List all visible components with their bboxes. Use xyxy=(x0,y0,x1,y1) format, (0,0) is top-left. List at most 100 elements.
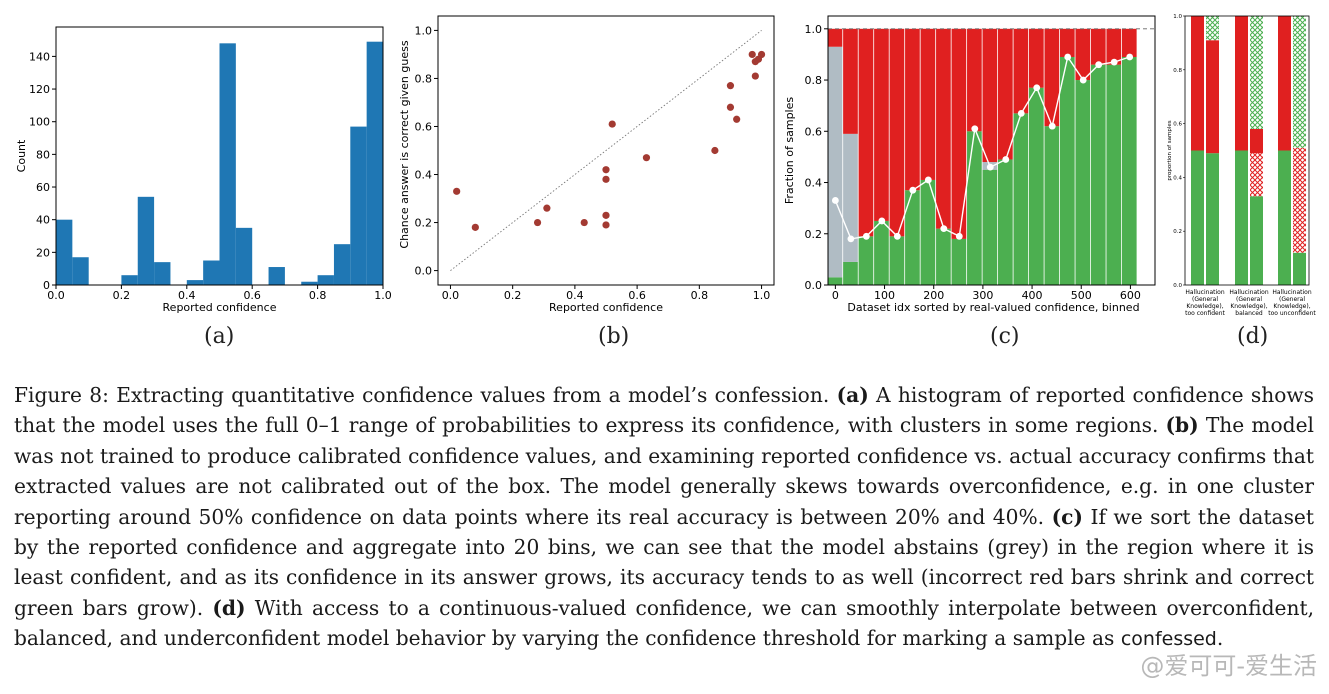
histogram-bar xyxy=(301,281,318,285)
x-tick-label: 0.2 xyxy=(113,289,131,302)
accuracy-point xyxy=(1048,122,1056,130)
plot-frame xyxy=(1184,15,1310,286)
incorrect-bar xyxy=(998,28,1013,160)
accuracy-point xyxy=(986,163,994,171)
x-tick-label: 0.8 xyxy=(309,289,327,302)
scatter-point xyxy=(533,218,542,227)
y-tick-label: 0.0 xyxy=(805,279,823,292)
incorrect-bar xyxy=(1278,16,1291,151)
abstain-bar xyxy=(843,133,858,262)
correct-bar xyxy=(843,261,858,285)
caption-end: . xyxy=(1216,626,1224,651)
incorrect-bar xyxy=(936,28,951,229)
category-label: (General xyxy=(1192,296,1218,303)
incorrect-bar xyxy=(1121,28,1137,57)
correct-bar xyxy=(1206,153,1219,285)
accuracy-point xyxy=(1126,53,1134,61)
incorrect-confessed-bar xyxy=(1293,147,1306,253)
plot-frame xyxy=(827,15,1156,286)
scatter-point xyxy=(602,175,610,183)
correct-bar xyxy=(998,159,1013,285)
category-label: Knowledge), xyxy=(1273,303,1310,310)
accuracy-point xyxy=(1033,84,1041,92)
incorrect-confessed-bar xyxy=(1250,153,1263,197)
correct-bar xyxy=(905,190,920,285)
caption-code-confessed: confessed xyxy=(1120,628,1217,651)
correct-bar xyxy=(951,238,967,285)
binned-accuracy-panel: 0 100 200 300 400 500 600 0.0 0.2 0.4 0.6 0.8 1.0 Dat… xyxy=(783,15,1156,314)
x-tick-label: 400 xyxy=(1022,289,1043,302)
histogram-bar xyxy=(366,41,383,286)
x-tick-label: 0.4 xyxy=(566,289,584,302)
x-tick-label: 0.0 xyxy=(47,289,65,302)
y-tick-label: 0.4 xyxy=(1173,175,1182,181)
y-tick-label: 100 xyxy=(29,116,50,129)
x-tick-label: 0.8 xyxy=(691,289,709,302)
category-label: Hallucination xyxy=(1185,289,1224,296)
x-tick-label: 200 xyxy=(923,289,944,302)
incorrect-bar xyxy=(1206,40,1219,154)
correct-bar xyxy=(920,179,936,285)
accuracy-point xyxy=(924,176,932,184)
scatter-point xyxy=(453,187,461,195)
scatter-point xyxy=(733,115,741,123)
histogram-bar xyxy=(235,227,253,285)
incorrect-bar xyxy=(874,28,889,221)
incorrect-bar xyxy=(1090,28,1106,65)
plot-frame xyxy=(55,26,384,286)
accuracy-point xyxy=(940,225,948,233)
x-tick-label: 500 xyxy=(1071,289,1092,302)
x-tick-label: 0 xyxy=(832,289,839,302)
figure-canvas: 0.0 0.2 0.4 0.6 0.8 1.0 0 20 40 60 80 100 120 140 Repo… xyxy=(15,14,1316,317)
y-axis-label: Chance answer is correct given guess xyxy=(398,40,411,248)
x-tick-label: 100 xyxy=(874,289,895,302)
accuracy-point xyxy=(878,217,886,225)
category-label: too unconfident xyxy=(1268,310,1316,317)
scatter-point xyxy=(751,72,759,80)
correct-bar xyxy=(827,277,843,285)
scatter-point xyxy=(726,82,735,90)
histogram-bar xyxy=(137,196,155,285)
y-tick-label: 20 xyxy=(36,246,50,259)
y-axis-label: proportion of samples xyxy=(1167,120,1173,180)
y-tick-label: 1.0 xyxy=(805,23,823,36)
histogram-bar xyxy=(121,275,138,285)
category-label: (General xyxy=(1236,296,1262,303)
y-tick-label: 80 xyxy=(36,148,50,161)
histogram-bar xyxy=(317,275,334,285)
scatter-point xyxy=(711,146,719,155)
scatter-point xyxy=(726,103,735,111)
histogram-bar xyxy=(56,219,73,285)
x-tick-label: 0.0 xyxy=(442,289,460,302)
scatter-point xyxy=(471,223,479,231)
scatter-point xyxy=(642,154,651,162)
accuracy-point xyxy=(955,232,963,240)
histogram-bar xyxy=(219,43,236,285)
correct-confessed-bar xyxy=(1206,16,1219,41)
accuracy-point xyxy=(971,125,979,133)
panel-label-c: (c) xyxy=(990,324,1020,349)
correct-bar xyxy=(1278,150,1291,285)
caption-text-a: A histogram of reported confidence shows… xyxy=(14,383,1315,438)
category-label: too confident xyxy=(1185,310,1225,317)
caption-text-b: The model was not trained to produce cal… xyxy=(14,413,1314,529)
scatter-point xyxy=(602,166,610,174)
correct-bar xyxy=(1250,196,1263,285)
y-tick-label: 0.2 xyxy=(1173,229,1182,235)
caption-intro: Extracting quantitative confidence value… xyxy=(116,383,830,407)
incorrect-bar xyxy=(1106,28,1122,65)
correct-bar xyxy=(889,236,905,285)
incorrect-bar xyxy=(1044,28,1060,127)
y-tick-label: 40 xyxy=(36,214,50,227)
caption-lead: Figure 8: xyxy=(14,383,109,407)
correct-bar xyxy=(1028,87,1044,285)
correct-confessed-bar xyxy=(1250,16,1263,129)
incorrect-bar xyxy=(905,28,920,191)
panel-label-a: (a) xyxy=(204,324,235,349)
calibration-scatter-panel: 0.0 0.2 0.4 0.6 0.8 1.0 0.0 0.2 0.4 0.6 0.8 1.0 Repo… xyxy=(398,15,775,314)
accuracy-point xyxy=(862,232,870,240)
scatter-point xyxy=(580,218,588,227)
perfect-calibration-line xyxy=(450,30,762,271)
scatter-point xyxy=(748,50,756,59)
